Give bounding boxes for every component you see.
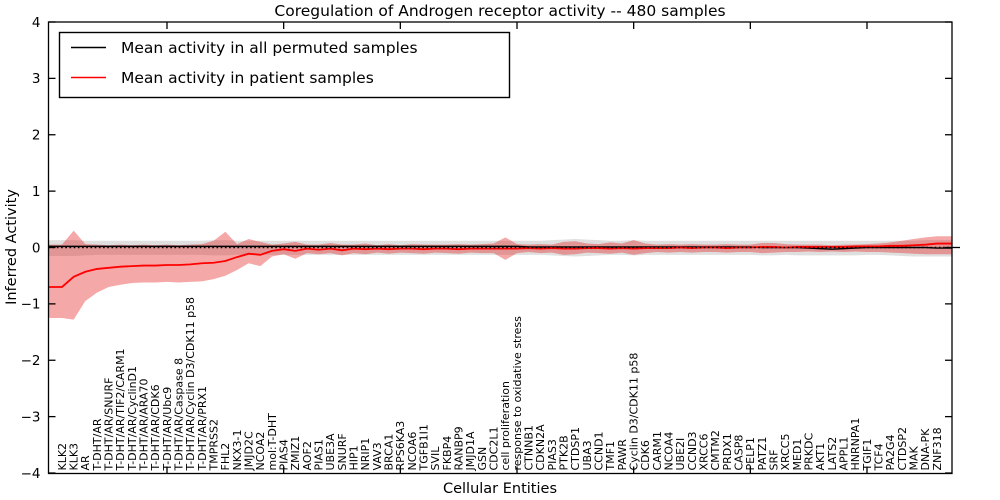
x-tick-label: NCOA2 xyxy=(254,432,267,471)
x-tick-label: CTNNB1 xyxy=(522,425,535,470)
x-tick-label: mol:T-DHT xyxy=(266,413,279,471)
x-tick-label: UBA3 xyxy=(581,440,594,470)
x-tick-label: FHL2 xyxy=(219,443,232,471)
x-tick-label: SVIL xyxy=(429,446,442,471)
x-tick-label: KLK3 xyxy=(67,443,80,471)
x-tick-label: VAV3 xyxy=(371,442,384,470)
x-tick-label: JMJD1A xyxy=(464,431,477,471)
x-tick-label: CTDSP1 xyxy=(569,427,582,470)
x-tick-label: NKX3-1 xyxy=(231,430,244,471)
y-tick-label: 3 xyxy=(32,71,41,87)
plot-area: 43210−1−2−3−4KLK2KLK3ART-DHT/ART-DHT/AR/… xyxy=(21,15,960,482)
patient-confidence-band xyxy=(48,230,952,320)
x-tick-label: NCOA4 xyxy=(662,432,675,471)
x-tick-label: HNRNPA1 xyxy=(849,418,862,471)
x-tick-label: AR xyxy=(79,455,92,471)
x-tick-label: PELP1 xyxy=(744,437,757,470)
x-tick-label: T-DHT/AR/Cyclin D3/CDK11 p58 xyxy=(184,297,197,472)
x-tick-label: PIAS4 xyxy=(277,439,290,470)
x-tick-label: MED1 xyxy=(791,439,804,471)
y-tick-label: −3 xyxy=(21,409,41,425)
legend-label-patient: Mean activity in patient samples xyxy=(121,69,374,87)
x-tick-label: ZNF318 xyxy=(931,427,944,470)
x-tick-label: NRIP1 xyxy=(359,438,372,471)
x-tick-label: GSN xyxy=(476,447,489,471)
x-tick-label: NCOA6 xyxy=(406,432,419,471)
x-tick-label: XRCC5 xyxy=(779,434,792,471)
x-tick-label: JMJD2C xyxy=(242,431,255,471)
x-tick-label: RANBP9 xyxy=(452,426,465,470)
x-tick-label: TMPRSS2 xyxy=(207,419,220,471)
x-tick-label: CTDSP2 xyxy=(896,427,909,470)
x-tick-label: PAWR xyxy=(616,439,629,471)
x-tick-label: CDKN2A xyxy=(534,424,547,471)
x-tick-label: CCND3 xyxy=(686,431,699,470)
x-tick-label: PIAS1 xyxy=(312,439,325,470)
x-tick-label: PTK2B xyxy=(557,435,570,470)
x-tick-label: SNURF xyxy=(336,433,349,470)
x-tick-label: CASP8 xyxy=(732,435,745,471)
y-tick-label: 4 xyxy=(32,15,41,31)
y-tick-label: 2 xyxy=(32,128,41,144)
x-tick-label: UBE3A xyxy=(324,433,337,471)
x-tick-label: SRF xyxy=(767,450,780,471)
x-tick-label: TCF4 xyxy=(872,443,885,471)
y-axis-label: Inferred Activity xyxy=(4,189,20,305)
x-tick-label: UBE2I xyxy=(674,438,687,471)
y-tick-label: 1 xyxy=(32,184,41,200)
x-tick-label: PATZ1 xyxy=(756,437,769,471)
y-tick-label: 0 xyxy=(32,240,41,256)
legend: Mean activity in all permuted samples Me… xyxy=(58,31,511,99)
x-tick-label: PA2G4 xyxy=(884,435,897,471)
x-tick-label: PRKDC xyxy=(802,433,815,471)
plot-frame xyxy=(47,21,953,475)
x-tick-label: T-DHT/AR/Ubc9 xyxy=(161,387,174,472)
y-tick-label: −1 xyxy=(21,297,41,313)
x-tick-label: T-DHT/AR/SNURF xyxy=(102,378,115,472)
legend-box xyxy=(58,31,511,99)
x-tick-label: CMTM2 xyxy=(709,430,722,470)
x-tick-label: CCND1 xyxy=(592,431,605,470)
x-tick-label: cell proliferation xyxy=(499,381,512,471)
x-tick-label: PIAS3 xyxy=(546,439,559,470)
x-tick-label: RPS6KA3 xyxy=(394,421,407,471)
x-tick-label: APPL1 xyxy=(837,437,850,471)
x-tick-label: CDK6 xyxy=(639,440,652,470)
x-tick-label: MAK xyxy=(907,445,920,470)
legend-label-permuted: Mean activity in all permuted samples xyxy=(121,39,418,57)
x-tick-label: T-DHT/AR/Caspase 8 xyxy=(172,358,185,472)
x-tick-label: CDC2L1 xyxy=(487,427,500,471)
x-tick-label: AKT1 xyxy=(814,443,827,471)
x-tick-label: PRDX1 xyxy=(721,433,734,470)
x-tick-label: T-DHT/AR/CyclinD1 xyxy=(126,366,139,472)
x-tick-label: LATS2 xyxy=(826,437,839,471)
x-tick-label: T-DHT/AR/ARA70 xyxy=(137,379,150,472)
x-tick-label: AOF2 xyxy=(301,441,314,470)
x-tick-label: TGIF1 xyxy=(861,439,874,472)
x-tick-label: HIP1 xyxy=(347,445,360,470)
y-tick-label: −2 xyxy=(21,353,41,369)
x-tick-label: KLK2 xyxy=(56,443,69,471)
x-tick-label: CARM1 xyxy=(651,431,664,470)
x-tick-label: response to oxidative stress xyxy=(511,316,524,471)
y-tick-label: −4 xyxy=(21,466,41,482)
x-axis-label: Cellular Entities xyxy=(443,481,557,497)
x-tick-label: FKBP4 xyxy=(441,436,454,471)
x-tick-label: T-DHT/AR/TIF2/CARM1 xyxy=(114,348,127,471)
x-tick-label: TGFB1I1 xyxy=(417,424,430,471)
chart-title: Coregulation of Androgen receptor activi… xyxy=(274,2,725,20)
x-tick-label: TMF1 xyxy=(604,441,617,472)
x-tick-label: T-DHT/AR xyxy=(91,418,104,471)
x-tick-label: DNA-PK xyxy=(919,428,932,471)
x-tick-label: Cyclin D3/CDK11 p58 xyxy=(627,353,640,471)
x-tick-label: BRCA1 xyxy=(382,434,395,471)
x-tick-label: ZMIZ1 xyxy=(289,436,302,471)
x-tick-label: T-DHT/AR/PRX1 xyxy=(196,386,209,472)
x-tick-label: XRCC6 xyxy=(697,434,710,471)
patient-mean-line xyxy=(48,242,952,288)
x-tick-label: T-DHT/AR/CDK6 xyxy=(149,384,162,471)
